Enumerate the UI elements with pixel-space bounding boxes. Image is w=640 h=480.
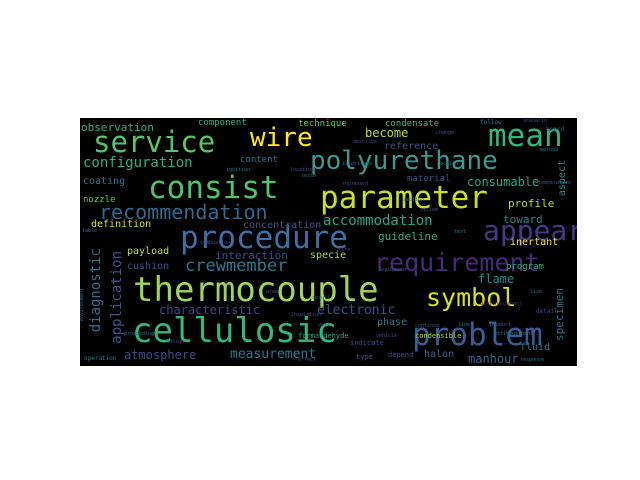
word-electronic: electronic [317, 303, 396, 318]
word-configuration: configuration [83, 155, 193, 171]
word-parameter: parameter [320, 180, 488, 216]
word-describe: describe [353, 139, 378, 145]
word-flame: flame [478, 272, 515, 286]
word-result: result [312, 295, 331, 301]
word-polyurethane: polyurethane [310, 146, 498, 176]
word-technique: technique [298, 119, 347, 129]
word-continue: continue [415, 323, 440, 329]
word-formaldehyde: formaldehyde [298, 332, 349, 340]
word-follow: follow [480, 119, 502, 126]
word-consumable: consumable [467, 175, 540, 189]
word-design: design [166, 339, 185, 345]
word-area: area [266, 289, 279, 295]
word-equipment: equipment [380, 267, 408, 273]
word-illustrate: illustrate [342, 161, 373, 167]
word-line: line [458, 322, 471, 328]
word-product: product [490, 322, 512, 328]
word-insulation: insulation [291, 312, 322, 318]
word-fluid: fluid [520, 342, 551, 353]
word-combustion: combustion [200, 240, 231, 246]
word-cellulosic: cellulosic [132, 311, 337, 351]
word-halon: halon [424, 349, 455, 360]
word-requirement: requirement [374, 248, 540, 277]
word-indicate: indicate [350, 339, 384, 347]
word-diagnostic: diagnostic [88, 248, 104, 333]
word-guideline: guideline [378, 230, 438, 243]
word-consist: consist [148, 170, 279, 206]
word-mean: mean [488, 118, 563, 154]
word-part: part [318, 322, 331, 328]
word-payload: payload [127, 246, 170, 257]
word-inertant: inertant [510, 237, 559, 248]
word-proceeding: proceeding [124, 331, 155, 337]
word-board: board [546, 126, 565, 133]
word-phase: phase [377, 317, 408, 328]
word-depend: depend [388, 351, 414, 359]
word-distinguishant: distinguishant [480, 301, 523, 307]
word-temperature: temperature [538, 180, 572, 186]
word-cloud: thermocouple cellulosic procedure parame… [80, 118, 577, 366]
word-condensate: condensate [385, 119, 440, 129]
word-section: section [403, 197, 425, 203]
word-reference: reference [384, 141, 439, 152]
word-cushion: cushion [127, 261, 170, 272]
word-crewmember: crewmember [185, 256, 288, 276]
word-operation: operation [84, 355, 117, 362]
word-system: system [420, 207, 439, 213]
word-material: material [407, 174, 451, 184]
word-change: change [436, 130, 455, 136]
word-symbol: symbol [426, 283, 517, 312]
word-ignition: ignition [226, 167, 251, 173]
word-fire: fire [338, 247, 351, 253]
word-coating: coating [83, 176, 126, 187]
word-accommodation: accommodation [323, 213, 433, 229]
word-test: test [454, 229, 467, 235]
word-problem: problem [412, 317, 543, 353]
word-observation: observation [81, 121, 154, 134]
word-atmosphere: atmosphere [124, 348, 197, 362]
word-method: method [540, 147, 559, 153]
word-response: response [520, 357, 545, 363]
word-component: component [198, 118, 247, 128]
word-represent: represent [342, 181, 370, 187]
word-effect: effect [298, 357, 317, 363]
word-characteristic: characteristic [159, 303, 261, 317]
word-become: become [365, 126, 409, 140]
word-environment: environment [80, 288, 85, 322]
word-profile: profile [508, 197, 555, 210]
word-recommendation: recommendation [99, 200, 268, 224]
word-detail: detail [536, 308, 558, 315]
word-interaction: interaction [215, 249, 288, 262]
word-table: table [82, 228, 98, 234]
word-action: action [440, 161, 459, 167]
word-program: program [506, 262, 544, 272]
word-content: content [240, 155, 278, 165]
word-vehicle: vehicle [376, 333, 398, 339]
word-thermocouple: thermocouple [133, 270, 379, 310]
word-toward: toward [503, 213, 543, 226]
word-definition: definition [91, 219, 152, 230]
word-condensible: condensible [415, 332, 462, 340]
word-procedure: procedure [180, 220, 348, 256]
word-service: service [93, 125, 216, 159]
word-extinguishant: extinguishant [494, 331, 534, 337]
word-scenario: scenario [523, 118, 548, 124]
word-measurement: measurement [230, 347, 317, 362]
word-appear: appear [483, 214, 577, 247]
word-occur: occur [302, 173, 318, 179]
word-aspect: aspect [557, 160, 568, 197]
word-concentration: concentration [243, 220, 322, 231]
word-type: type [356, 353, 373, 361]
word-size: size [530, 289, 543, 295]
word-nozzle: nozzle [83, 195, 116, 205]
word-location: location [290, 167, 315, 173]
word-manhour: manhour [468, 352, 519, 366]
word-application: application [109, 251, 125, 344]
word-specie: specie [310, 250, 347, 261]
word-wire: wire [250, 123, 313, 153]
